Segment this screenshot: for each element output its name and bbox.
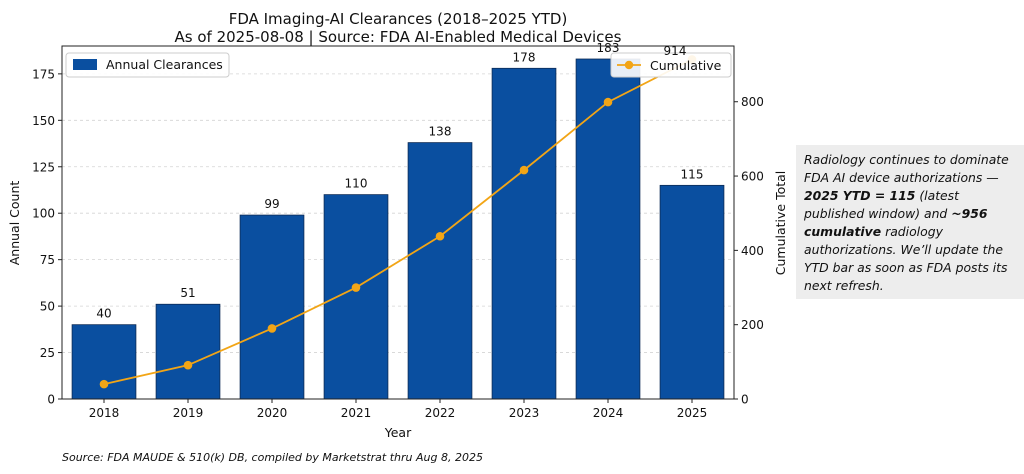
cumulative-point-2023 [519, 165, 529, 175]
y2-tick-label: 400 [741, 244, 764, 258]
cumulative-point-2019 [183, 360, 193, 370]
x-tick-label: 2022 [425, 406, 456, 420]
bar-value-label: 115 [681, 167, 704, 181]
bar-2025 [659, 184, 725, 400]
legend-annual-swatch [73, 59, 97, 70]
y-tick-label: 75 [40, 253, 55, 267]
bar-2022 [407, 142, 473, 400]
y-axis-label: Annual Count [7, 181, 22, 266]
bar-2024 [575, 58, 641, 400]
legend-annual-label: Annual Clearances [106, 57, 223, 72]
y-tick-label: 150 [32, 114, 55, 128]
axes: 0 25 50 75 100 125 150 175 0 200 400 600 800 2018 2019… [32, 67, 764, 420]
x-tick-label: 2020 [257, 406, 288, 420]
bar-value-label: 183 [597, 41, 620, 55]
note-highlight-cumulative: ~956 cumulative [804, 206, 988, 239]
note-highlight-ytd: 2025 YTD = 115 [804, 188, 916, 203]
bar-series: 40 51 99 110 138 178 183 115 [71, 41, 725, 400]
y-tick-label: 0 [47, 393, 55, 407]
source-footer: Source: FDA MAUDE & 510(k) DB, compiled … [62, 451, 483, 464]
chart-title: FDA Imaging-AI Clearances (2018–2025 YTD… [229, 10, 568, 28]
x-axis-label: Year [384, 425, 412, 440]
legend-annual: Annual Clearances [65, 52, 230, 78]
x-tick-label: 2023 [509, 406, 540, 420]
bar-value-label: 40 [96, 307, 111, 321]
x-tick-label: 2018 [89, 406, 120, 420]
x-tick-label: 2021 [341, 406, 372, 420]
bar-value-label: 51 [180, 286, 195, 300]
legend-cumulative-box [610, 52, 732, 78]
legend-annual-box [65, 52, 230, 78]
bar-value-label: 178 [513, 50, 536, 64]
x-tick-label: 2024 [593, 406, 624, 420]
y2-tick-label: 600 [741, 170, 764, 184]
bar-2019 [155, 303, 221, 400]
y-tick-label: 100 [32, 207, 55, 221]
y2-tick-label: 800 [741, 95, 764, 109]
chart-subtitle: As of 2025-08-08 | Source: FDA AI-Enable… [175, 28, 622, 46]
legend-cumulative-label: Cumulative [650, 58, 722, 73]
cumulative-point-2021 [351, 283, 361, 292]
y2-tick-label: 0 [741, 393, 749, 407]
x-tick-label: 2025 [677, 406, 708, 420]
cumulative-line [103, 58, 693, 386]
x-tick-label: 2019 [173, 406, 204, 420]
bar-2021 [323, 194, 389, 400]
cumulative-point-2020 [267, 324, 277, 333]
cumulative-point-2018 [99, 379, 109, 389]
y-tick-label: 25 [40, 346, 55, 360]
y-tick-label: 50 [40, 300, 55, 314]
note-text-1: Radiology continues to dominate FDA AI d… [804, 152, 1009, 185]
bar-value-label: 99 [264, 197, 279, 211]
cumulative-point-2024 [603, 97, 613, 107]
cumulative-end-label: 914 [664, 44, 687, 58]
bar-value-label: 138 [429, 125, 452, 139]
legend-cumulative-marker [624, 60, 634, 70]
legend-cumulative: Cumulative [610, 52, 732, 78]
cumulative-point-2022 [435, 231, 445, 241]
commentary-note: Radiology continues to dominate FDA AI d… [796, 145, 1024, 299]
plot-frame [61, 45, 735, 400]
y2-axis-label: Cumulative Total [773, 171, 788, 276]
note-text-2: (latest published window) and [804, 188, 959, 221]
bar-value-label: 110 [345, 177, 368, 191]
y-tick-label: 175 [32, 67, 55, 81]
y-tick-label: 125 [32, 160, 55, 174]
y2-tick-label: 200 [741, 318, 764, 332]
bar-2020 [239, 214, 305, 400]
note-text-3: radiology authorizations. We’ll update t… [804, 224, 1008, 293]
bar-2023 [491, 67, 557, 400]
